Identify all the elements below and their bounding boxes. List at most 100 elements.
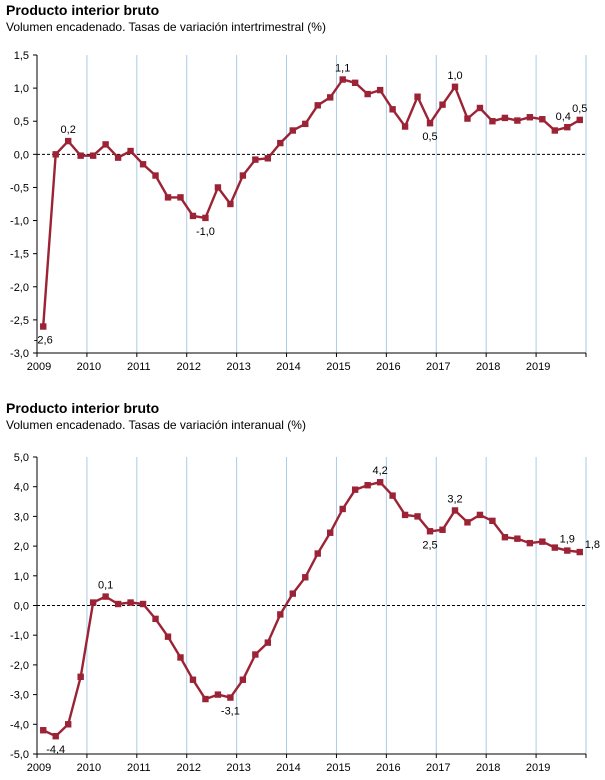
data-point xyxy=(539,116,546,123)
data-label: 0,4 xyxy=(556,111,571,123)
data-label: 1,0 xyxy=(447,70,462,82)
x-tick-label: 2009 xyxy=(27,361,51,373)
data-point xyxy=(89,152,97,159)
data-point xyxy=(576,116,583,124)
data-label: 2,5 xyxy=(422,539,437,551)
data-point xyxy=(64,137,72,145)
data-point xyxy=(277,139,284,147)
data-point xyxy=(489,517,496,525)
x-tick-label: 2018 xyxy=(476,762,500,774)
data-point xyxy=(451,83,459,90)
data-point xyxy=(127,599,134,606)
data-label: -1,0 xyxy=(196,226,215,238)
data-point xyxy=(389,106,396,113)
chart-title: Producto interior bruto xyxy=(6,2,160,18)
data-point xyxy=(439,101,446,108)
x-tick-label: 2014 xyxy=(276,762,300,774)
data-point xyxy=(539,538,546,545)
data-point xyxy=(214,184,222,191)
y-tick-label: -0,5 xyxy=(10,182,29,194)
data-point xyxy=(351,486,359,493)
x-tick-label: 2010 xyxy=(77,762,101,774)
x-tick-label: 2015 xyxy=(326,361,350,373)
y-tick-label: 4,0 xyxy=(14,482,29,494)
data-point xyxy=(239,172,247,179)
data-point xyxy=(526,114,534,121)
y-tick-label: -4,0 xyxy=(10,719,29,731)
data-point xyxy=(89,599,97,606)
data-point xyxy=(401,511,409,519)
data-point xyxy=(401,123,409,130)
data-point xyxy=(102,593,109,600)
data-point xyxy=(314,102,321,109)
x-tick-label: 2016 xyxy=(376,762,400,774)
data-point xyxy=(302,120,309,128)
y-tick-label: 1,5 xyxy=(14,50,29,62)
data-point xyxy=(414,513,421,520)
data-label: 1,1 xyxy=(335,63,350,75)
data-point xyxy=(501,114,509,122)
x-tick-label: 2016 xyxy=(376,361,400,373)
data-point xyxy=(289,127,296,134)
chart-subtitle: Volumen encadenado. Tasas de variación i… xyxy=(6,418,306,432)
data-point xyxy=(414,93,421,100)
data-label: -4,4 xyxy=(46,744,65,756)
y-tick-label: 0,0 xyxy=(14,149,29,161)
data-point xyxy=(52,732,59,740)
data-label: -2,6 xyxy=(34,335,53,347)
y-tick-label: -3,0 xyxy=(10,690,29,702)
data-point xyxy=(426,528,434,535)
data-point xyxy=(127,147,134,155)
data-label: 0,2 xyxy=(61,124,76,136)
data-point xyxy=(164,194,172,201)
x-tick-label: 2013 xyxy=(226,762,250,774)
data-point xyxy=(514,535,521,542)
data-point xyxy=(152,172,159,179)
gdp-quarterly-chart: 1,5 1,0 0,5 0,0 -0,5 -1,0 -1,5 -2,0 -2,5 -3,0 2009… xyxy=(6,2,587,373)
data-label: -3,1 xyxy=(221,706,240,718)
x-tick-label: 2009 xyxy=(27,762,51,774)
x-tick-label: 2017 xyxy=(426,762,450,774)
data-point xyxy=(64,721,72,728)
data-point xyxy=(264,639,272,646)
data-point xyxy=(277,611,284,618)
data-point xyxy=(339,76,346,83)
data-point xyxy=(339,505,346,513)
data-point xyxy=(164,633,172,640)
chart-subtitle: Volumen encadenado. Tasas de variación i… xyxy=(6,20,326,34)
data-point xyxy=(364,90,371,98)
data-point xyxy=(152,615,159,623)
data-point xyxy=(202,695,209,703)
x-tick-label: 2017 xyxy=(426,361,450,373)
gdp-annual-plot: 5,04,03,02,01,00,0-1,0-2,0-3,0-4,0-5,020… xyxy=(10,452,600,774)
data-label: 1,9 xyxy=(560,534,575,546)
x-tick-label: 2015 xyxy=(326,762,350,774)
data-point xyxy=(451,507,459,514)
x-tick-label: 2018 xyxy=(476,361,500,373)
data-point xyxy=(189,676,197,683)
data-point xyxy=(139,161,147,168)
data-point xyxy=(227,200,234,208)
y-tick-label: -3,0 xyxy=(10,348,29,360)
y-tick-label: 0,0 xyxy=(14,601,29,613)
data-point xyxy=(40,727,47,734)
y-tick-label: 2,0 xyxy=(14,541,29,553)
data-point xyxy=(464,519,471,526)
data-point xyxy=(476,511,484,519)
data-point xyxy=(202,214,209,222)
data-point xyxy=(264,155,272,162)
data-label: 3,2 xyxy=(447,493,462,505)
data-label: 1,8 xyxy=(585,539,600,551)
data-label: 4,2 xyxy=(372,465,387,477)
data-point xyxy=(40,323,47,330)
data-point xyxy=(327,529,334,536)
data-point xyxy=(327,94,334,101)
data-point xyxy=(376,479,384,486)
y-tick-label: -2,0 xyxy=(10,660,29,672)
data-label: 0,1 xyxy=(98,580,113,592)
data-point xyxy=(252,156,259,163)
data-point xyxy=(289,590,296,597)
data-point xyxy=(102,141,109,148)
x-tick-label: 2014 xyxy=(276,361,300,373)
